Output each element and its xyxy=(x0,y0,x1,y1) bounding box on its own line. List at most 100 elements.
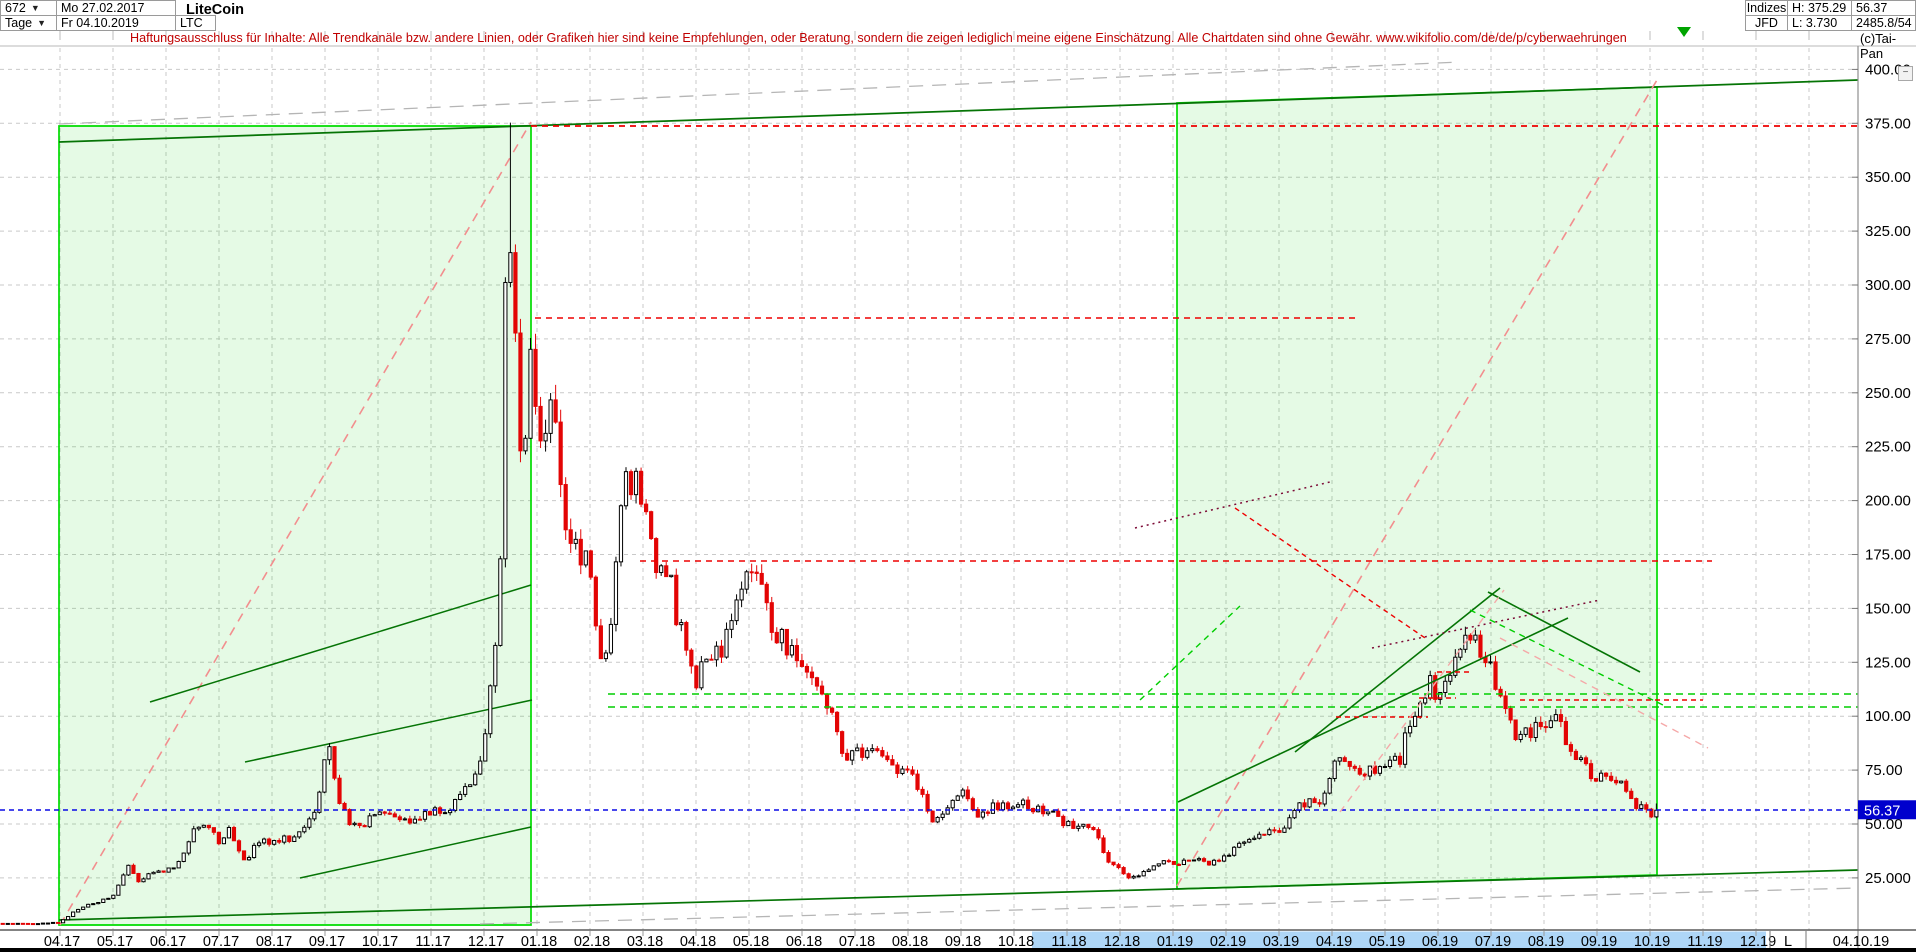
candle-down xyxy=(1493,661,1498,690)
candle-up xyxy=(402,818,407,821)
candle-down xyxy=(407,818,412,824)
y-axis-label: 125.00 xyxy=(1865,654,1911,671)
candle-down xyxy=(1508,708,1513,721)
candle-down xyxy=(236,840,242,852)
candle-down xyxy=(161,870,166,873)
candle-up xyxy=(186,841,191,854)
candle-up xyxy=(1382,766,1388,769)
candle-up xyxy=(855,747,860,752)
candle-down xyxy=(799,660,805,667)
trend-line xyxy=(1469,609,1666,707)
candle-down xyxy=(1538,721,1543,728)
bars-count-dropdown[interactable]: 672 ▼ xyxy=(0,0,57,16)
candle-up xyxy=(1654,809,1659,818)
x-axis-label: 01.19 xyxy=(1157,934,1193,950)
candle-down xyxy=(794,645,799,662)
candle-down xyxy=(1513,719,1518,741)
candle-up xyxy=(76,908,81,913)
x-axis-label: 10.19 xyxy=(1634,934,1670,950)
trend-line xyxy=(1487,591,1641,673)
candle-down xyxy=(1312,798,1317,804)
trend-line xyxy=(299,826,532,879)
candle-up xyxy=(126,864,131,876)
candle-up xyxy=(1367,765,1372,777)
candle-down xyxy=(1352,765,1357,769)
candle-up xyxy=(870,748,875,752)
candle-down xyxy=(674,574,679,626)
candle-up xyxy=(990,802,996,814)
candle-down xyxy=(749,571,754,574)
x-axis-label: 12.18 xyxy=(1104,934,1140,950)
candle-down xyxy=(644,503,649,513)
group-cell: Indizes xyxy=(1745,0,1788,16)
candle-down xyxy=(10,922,15,925)
candle-down xyxy=(1091,827,1096,831)
candle-up xyxy=(608,623,614,654)
candle-up xyxy=(101,898,106,903)
current-price-value: 56.37 xyxy=(1864,803,1900,819)
candle-up xyxy=(1327,777,1332,794)
candle-down xyxy=(925,793,930,812)
candle-up xyxy=(302,826,307,833)
x-axis-label: 09.19 xyxy=(1581,934,1617,950)
candle-down xyxy=(910,769,915,775)
start-date-cell[interactable]: Mo 27.02.2017 xyxy=(56,0,176,16)
candle-down xyxy=(1116,864,1121,869)
candle-up xyxy=(528,348,533,439)
axis-end-date: 04.10.19 xyxy=(1833,934,1889,950)
x-axis-label: 11.19 xyxy=(1687,934,1722,950)
candle-down xyxy=(241,850,247,861)
candle-down xyxy=(1603,772,1609,777)
x-axis-label: 03.18 xyxy=(627,934,663,950)
y-axis-label: 175.00 xyxy=(1865,547,1911,564)
candle-down xyxy=(588,550,593,578)
candle-up xyxy=(1247,838,1252,843)
scroll-position-marker-icon[interactable] xyxy=(1677,27,1691,37)
candle-up xyxy=(1392,755,1398,761)
y-axis-label: 150.00 xyxy=(1865,600,1911,617)
candle-down xyxy=(1342,757,1347,762)
candle-down xyxy=(1649,808,1654,818)
minimize-button[interactable]: − xyxy=(1898,66,1913,81)
candle-down xyxy=(684,622,689,651)
trend-lines-behind xyxy=(58,61,1859,926)
candle-up xyxy=(463,786,468,795)
candle-down xyxy=(754,571,759,574)
trend-line xyxy=(1176,74,1661,887)
candle-up xyxy=(453,798,458,811)
candle-down xyxy=(1101,837,1106,854)
candle-down xyxy=(20,922,25,925)
candle-down xyxy=(875,748,880,752)
candle-up xyxy=(1448,674,1453,682)
selected-range-highlight[interactable] xyxy=(1032,931,1766,949)
candle-up xyxy=(865,750,870,758)
trend-channel-box-2017[interactable] xyxy=(58,125,532,926)
trend-line xyxy=(479,887,1859,925)
candle-up xyxy=(262,838,267,844)
chevron-down-icon: ▼ xyxy=(37,18,47,28)
candle-up xyxy=(1322,792,1327,805)
candle-up xyxy=(1488,661,1493,664)
x-axis-label: 08.18 xyxy=(892,934,928,950)
candle-up xyxy=(1423,697,1428,704)
trend-lines-front xyxy=(0,125,1858,813)
candle-down xyxy=(1397,755,1403,765)
period-dropdown[interactable]: Tage ▼ xyxy=(0,15,57,31)
candle-down xyxy=(1543,726,1548,729)
x-axis-label: 06.18 xyxy=(786,934,822,950)
x-axis-label: 02.18 xyxy=(574,934,610,950)
x-axis-label: 04.18 xyxy=(680,934,716,950)
candle-down xyxy=(829,707,835,713)
high-cell: H: 375.29 xyxy=(1787,0,1852,16)
candle-down xyxy=(55,921,61,924)
candle-down xyxy=(880,750,885,757)
trend-line xyxy=(58,869,1859,921)
candle-up xyxy=(618,505,624,563)
candle-up xyxy=(1211,859,1217,866)
candle-up xyxy=(1136,875,1141,878)
candle-up xyxy=(955,795,960,801)
candle-up xyxy=(779,628,784,644)
candle-down xyxy=(1583,757,1589,765)
end-date-cell[interactable]: Fr 04.10.2019 xyxy=(56,15,176,31)
